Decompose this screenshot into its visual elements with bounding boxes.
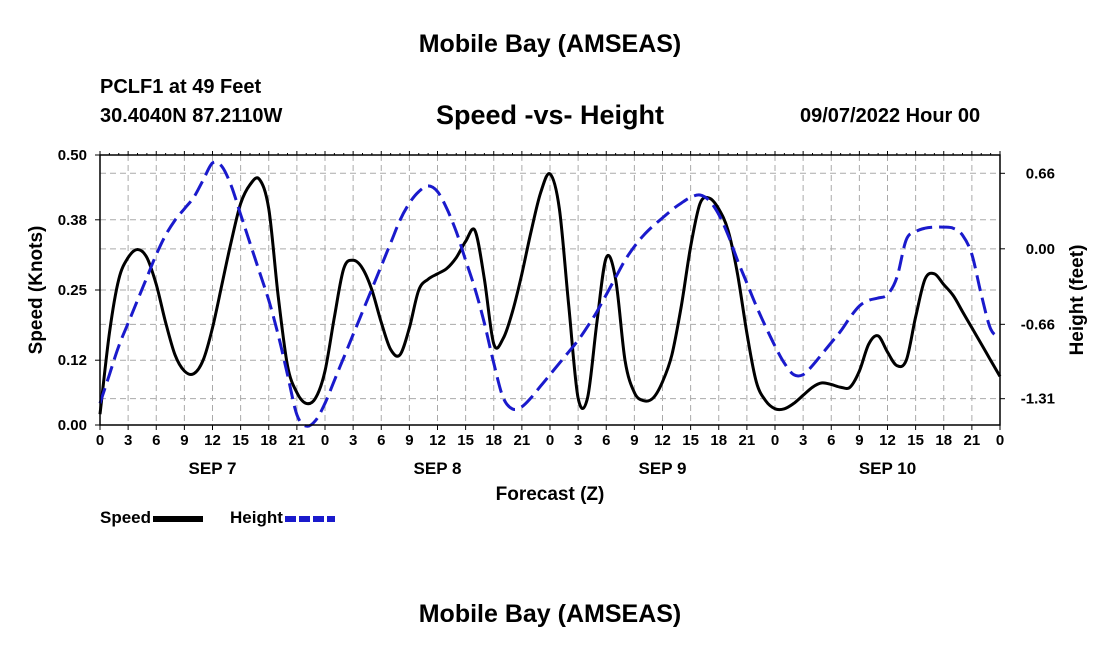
x-tick-label: 18	[260, 432, 277, 449]
day-label: SEP 8	[414, 459, 462, 478]
y2-axis-label: Height (feet)	[1067, 245, 1088, 356]
y-axis-label: Speed (Knots)	[26, 226, 47, 355]
x-tick-label: 12	[429, 432, 446, 449]
station-label: PCLF1 at 49 Feet	[100, 76, 262, 98]
day-label: SEP 9	[639, 459, 687, 478]
x-tick-label: 9	[180, 432, 188, 449]
y-tick-label: 0.38	[58, 212, 87, 229]
x-tick-label: 15	[682, 432, 699, 449]
x-tick-label: 3	[799, 432, 807, 449]
x-tick-label: 0	[96, 432, 104, 449]
forecast-datetime: 09/07/2022 Hour 00	[800, 105, 981, 127]
x-tick-label: 15	[457, 432, 474, 449]
x-tick-label: 9	[630, 432, 638, 449]
x-tick-label: 21	[964, 432, 981, 449]
x-tick-label: 6	[377, 432, 385, 449]
footer-title: Mobile Bay (AMSEAS)	[418, 600, 682, 628]
x-tick-label: 12	[204, 432, 221, 449]
x-tick-label: 21	[289, 432, 306, 449]
legend-speed-swatch	[153, 515, 204, 522]
x-tick-label: 18	[485, 432, 502, 449]
x-tick-label: 6	[152, 432, 160, 449]
y2-tick-label: -1.31	[1021, 391, 1055, 408]
speed-series-line	[98, 172, 1002, 415]
x-tick-label: 21	[514, 432, 531, 449]
x-tick-label: 3	[574, 432, 582, 449]
x-tick-label: 0	[771, 432, 779, 449]
y2-tick-label: 0.00	[1026, 241, 1055, 258]
x-tick-label: 18	[935, 432, 952, 449]
day-label: SEP 7	[189, 459, 237, 478]
x-tick-label: 6	[602, 432, 610, 449]
x-axis-label: Forecast (Z)	[496, 484, 605, 505]
x-tick-label: 21	[739, 432, 756, 449]
x-tick-label: 0	[321, 432, 329, 449]
y-tick-label: 0.12	[58, 352, 87, 369]
y2-tick-label: -0.66	[1021, 316, 1055, 333]
y2-tick-label: 0.66	[1026, 165, 1055, 182]
legend-height-label: Height	[230, 508, 283, 527]
x-tick-label: 0	[996, 432, 1004, 449]
x-tick-label: 15	[232, 432, 249, 449]
legend-height: Height	[230, 508, 335, 528]
legend-speed-label: Speed	[100, 508, 152, 527]
legend-height-swatch	[284, 515, 335, 522]
x-tick-label: 3	[349, 432, 357, 449]
x-tick-label: 9	[405, 432, 413, 449]
chart-subtitle: Speed -vs- Height	[435, 100, 665, 130]
station-coordinates: 30.4040N 87.2110W	[100, 105, 283, 127]
x-tick-label: 15	[907, 432, 924, 449]
x-tick-label: 0	[546, 432, 554, 449]
y-tick-label: 0.50	[58, 147, 87, 164]
y-tick-label: 0.00	[58, 417, 87, 434]
series-lines	[98, 160, 1002, 428]
height-series-line	[98, 160, 1002, 428]
x-tick-label: 6	[827, 432, 835, 449]
x-tick-label: 3	[124, 432, 132, 449]
axes: 0 3 6 9 12 15 18 21 0 3 6 9 12 15 18 21 0 3 6 9 12 15 18 21 0 3 6 9…	[26, 147, 1088, 505]
x-tick-label: 12	[879, 432, 896, 449]
x-tick-label: 12	[654, 432, 671, 449]
day-label: SEP 10	[859, 459, 916, 478]
x-tick-label: 18	[710, 432, 727, 449]
x-tick-label: 9	[855, 432, 863, 449]
legend-speed: Speed	[100, 508, 204, 528]
y-tick-label: 0.25	[58, 282, 87, 299]
chart-title: Mobile Bay (AMSEAS)	[418, 30, 682, 58]
